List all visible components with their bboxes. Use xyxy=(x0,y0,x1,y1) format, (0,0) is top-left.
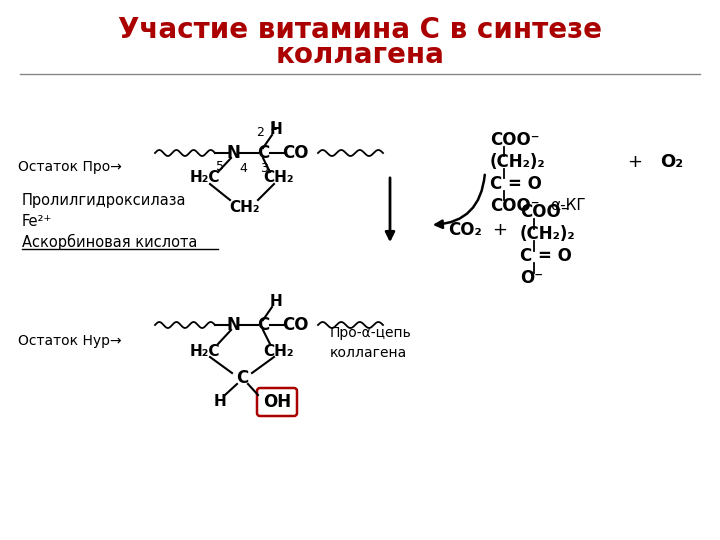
Text: Участие витамина С в синтезе: Участие витамина С в синтезе xyxy=(118,16,602,44)
Text: Про-α-цепь
коллагена: Про-α-цепь коллагена xyxy=(330,326,412,360)
Text: COO⁻: COO⁻ xyxy=(520,203,570,221)
Text: +: + xyxy=(628,153,642,171)
Text: COO⁻: COO⁻ xyxy=(490,197,539,215)
Text: CO₂: CO₂ xyxy=(448,221,482,239)
Text: C: C xyxy=(257,144,269,162)
Text: 4: 4 xyxy=(239,163,247,176)
Text: OH: OH xyxy=(263,393,291,411)
FancyArrowPatch shape xyxy=(436,175,485,228)
Text: (CH₂)₂: (CH₂)₂ xyxy=(490,153,546,171)
Text: +: + xyxy=(492,221,508,239)
Text: H₂C: H₂C xyxy=(190,171,220,186)
Text: Пролилгидроксилаза: Пролилгидроксилаза xyxy=(22,192,186,207)
FancyBboxPatch shape xyxy=(257,388,297,416)
Text: C = O: C = O xyxy=(490,175,542,193)
Text: H: H xyxy=(269,122,282,137)
Text: CO: CO xyxy=(282,144,308,162)
Text: N: N xyxy=(226,144,240,162)
Text: коллагена: коллагена xyxy=(276,41,444,69)
Text: C: C xyxy=(257,316,269,334)
Text: Fe²⁺: Fe²⁺ xyxy=(22,213,53,228)
Text: α-КГ: α-КГ xyxy=(550,199,585,213)
Text: (CH₂)₂: (CH₂)₂ xyxy=(520,225,575,243)
Text: Аскорбиновая кислота: Аскорбиновая кислота xyxy=(22,234,197,250)
Text: Остаток Нур→: Остаток Нур→ xyxy=(18,334,122,348)
Text: H: H xyxy=(214,394,226,408)
Text: C = O: C = O xyxy=(520,247,572,265)
Text: C: C xyxy=(236,369,248,387)
Text: O₂: O₂ xyxy=(660,153,683,171)
Text: O⁻: O⁻ xyxy=(520,269,543,287)
Text: CO: CO xyxy=(282,316,308,334)
Text: CH₂: CH₂ xyxy=(263,171,293,186)
Text: 3: 3 xyxy=(260,163,268,176)
Text: 5: 5 xyxy=(216,160,224,173)
Text: 1: 1 xyxy=(270,120,278,133)
Text: COO⁻: COO⁻ xyxy=(490,131,539,149)
Text: CH₂: CH₂ xyxy=(263,343,293,359)
Text: 2: 2 xyxy=(256,126,264,139)
Text: CH₂: CH₂ xyxy=(229,199,259,214)
Text: H: H xyxy=(269,294,282,308)
Text: Остаток Про→: Остаток Про→ xyxy=(18,160,122,174)
Text: N: N xyxy=(226,316,240,334)
Text: H₂C: H₂C xyxy=(190,343,220,359)
